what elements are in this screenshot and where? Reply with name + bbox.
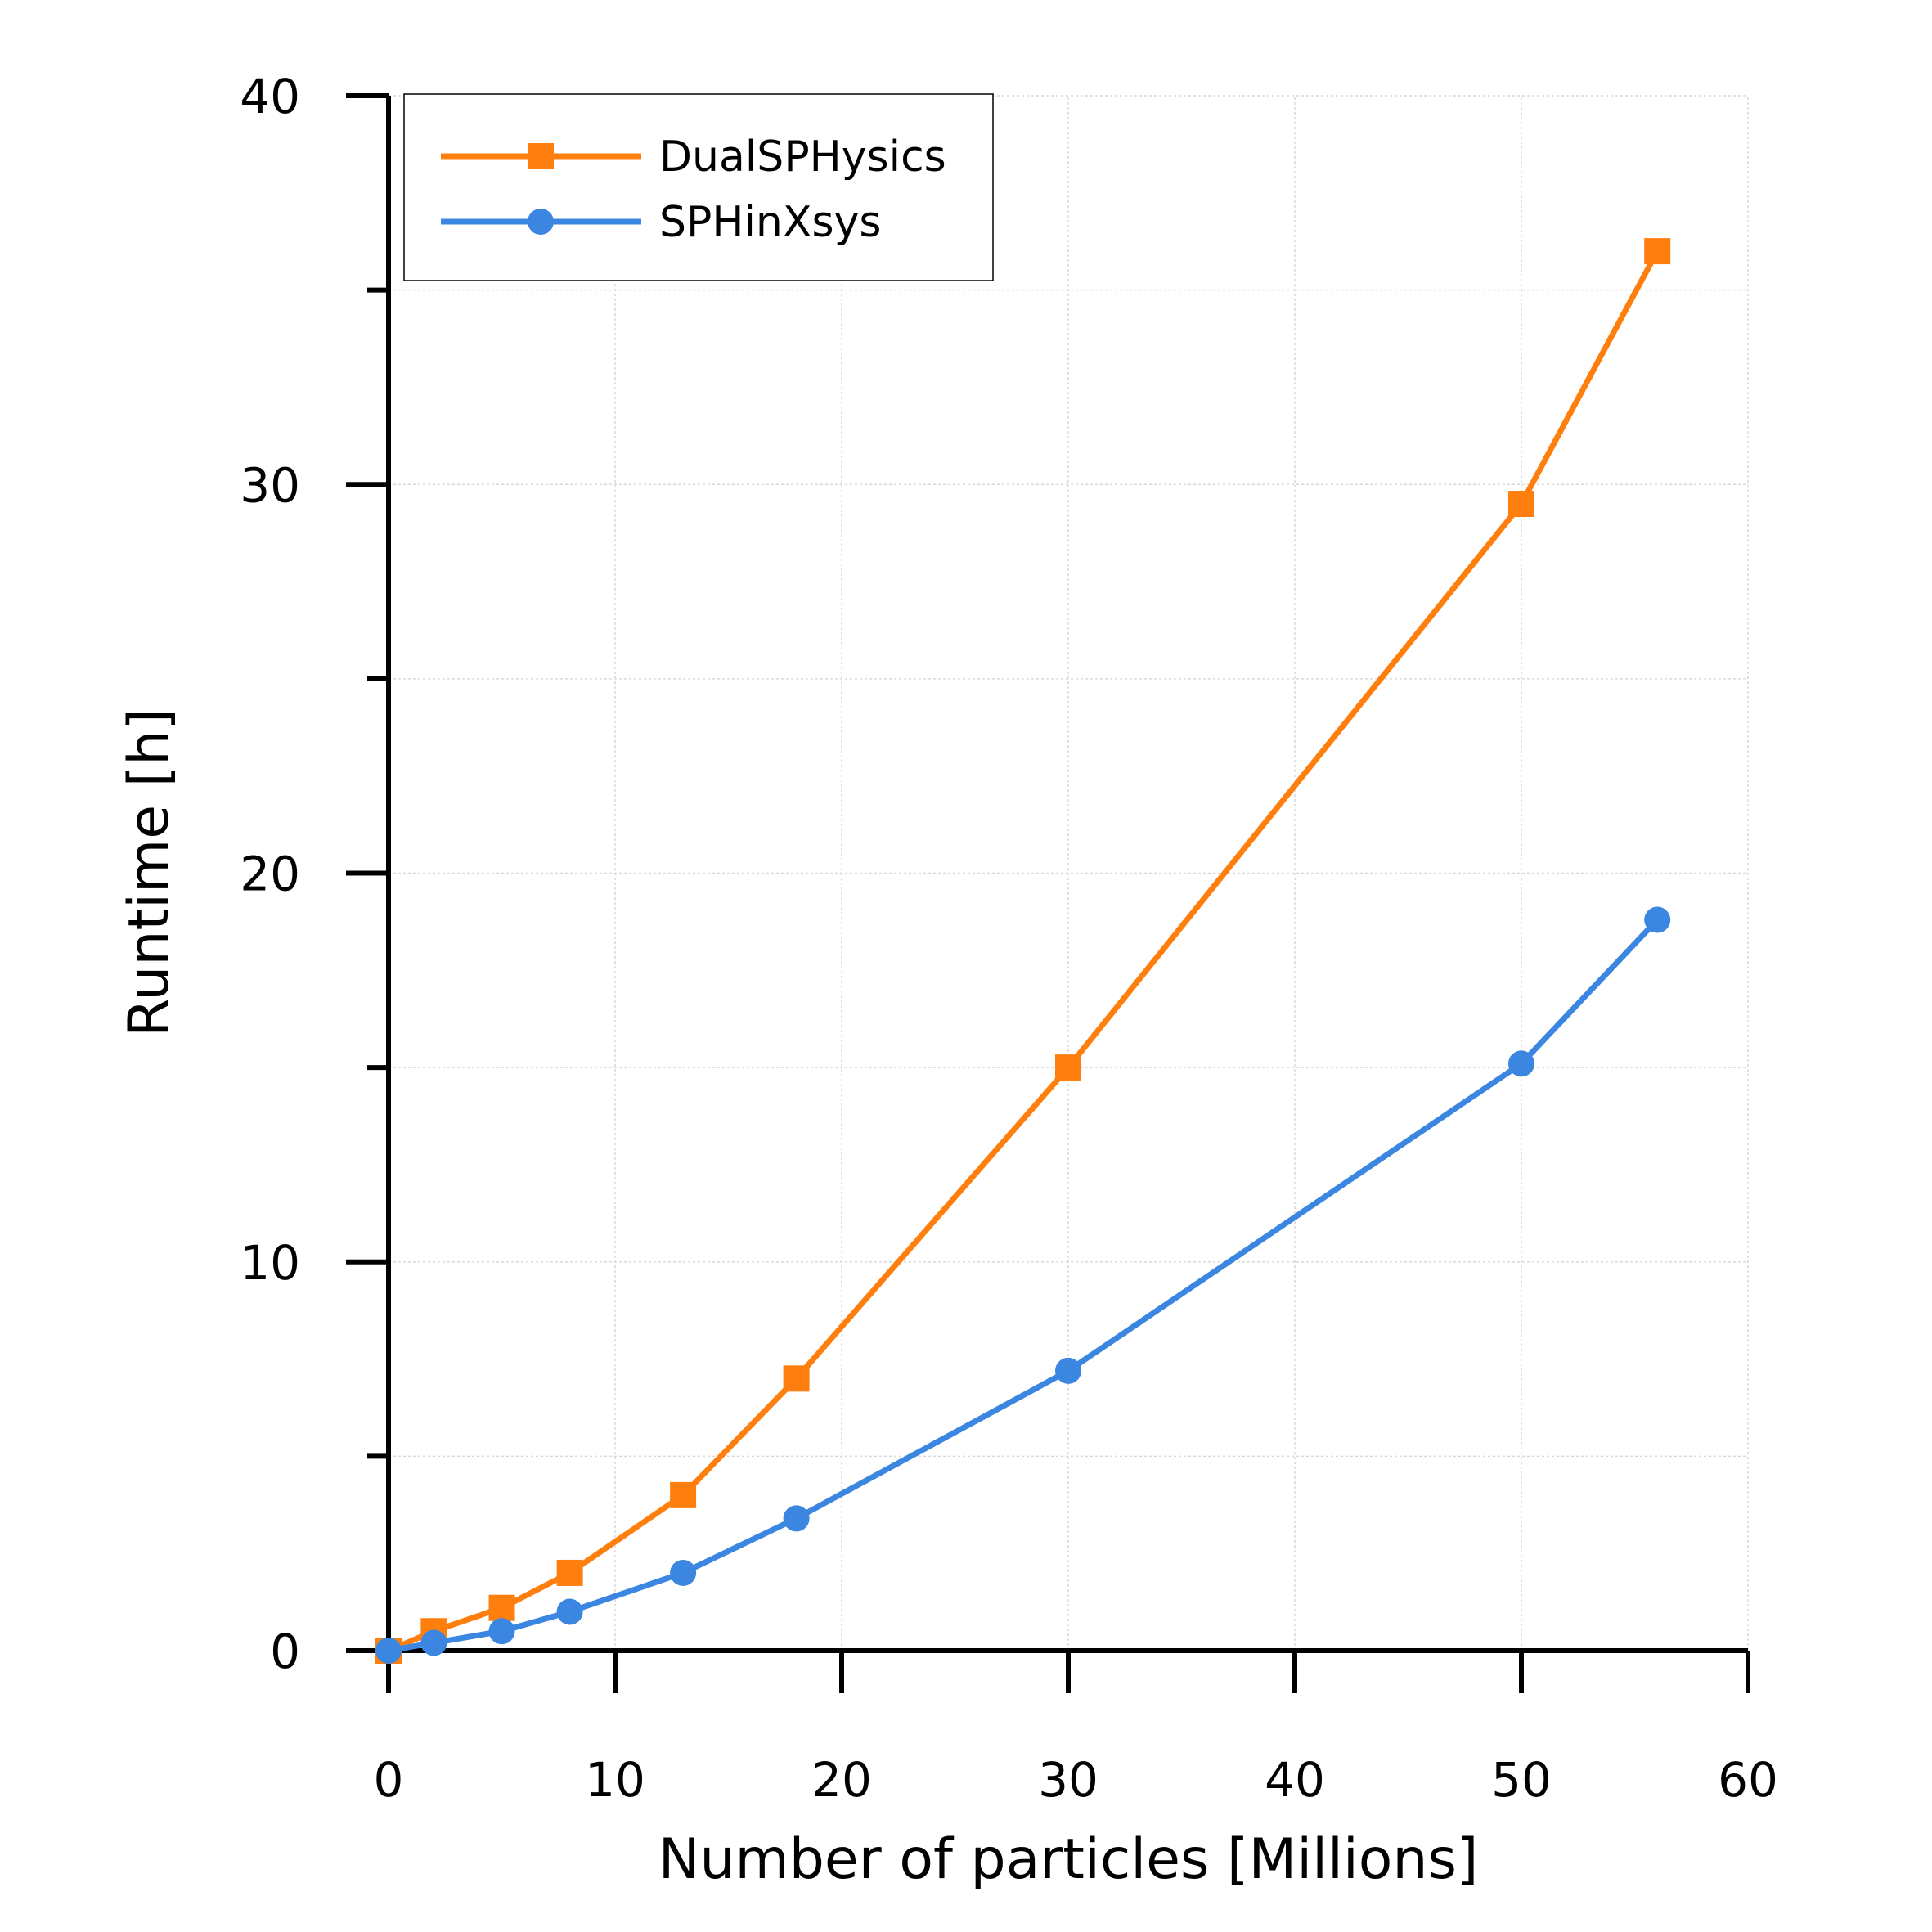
data-point [670, 1481, 697, 1508]
series-dualsphysics [375, 238, 1671, 1664]
legend-entry: DualSPHysics [441, 133, 946, 182]
data-point [375, 1638, 402, 1664]
x-tick-label: 60 [1718, 1752, 1778, 1808]
data-point [488, 1618, 515, 1645]
legend: DualSPHysics SPHinXsys [403, 93, 994, 281]
data-point [1644, 906, 1671, 933]
data-point [1055, 1357, 1081, 1384]
data-point [1508, 491, 1534, 518]
legend-label: SPHinXsys [659, 198, 881, 247]
data-point [488, 1594, 515, 1621]
x-tick-label: 20 [811, 1752, 872, 1808]
data-point [556, 1598, 583, 1625]
y-tick-label: 0 [270, 1624, 300, 1679]
data-point [1644, 238, 1671, 265]
series-sphinxsys [375, 906, 1671, 1664]
data-point [783, 1505, 810, 1532]
data-point [1508, 1050, 1534, 1077]
legend-marker [528, 209, 554, 235]
series-layer [375, 238, 1671, 1664]
x-tick-label: 0 [374, 1752, 404, 1808]
y-tick-label: 10 [240, 1235, 300, 1291]
y-tick-label: 30 [240, 457, 300, 513]
y-tick-label: 20 [240, 847, 300, 902]
x-tick-label: 40 [1265, 1752, 1325, 1808]
axes: 0 10 20 30 40 50 60 0 10 20 30 40 [240, 69, 1778, 1808]
y-tick-label: 40 [240, 69, 300, 124]
series-line [387, 249, 1660, 1654]
data-point [556, 1559, 583, 1586]
legend-label: DualSPHysics [659, 133, 946, 182]
legend-entry: SPHinXsys [441, 198, 881, 247]
legend-marker [528, 143, 554, 169]
x-tick-label: 30 [1038, 1752, 1099, 1808]
series-line [388, 918, 1660, 1654]
data-point [783, 1365, 810, 1392]
grid [389, 95, 1749, 1651]
y-axis-title: Runtime [h] [117, 708, 182, 1037]
x-axis-title: Number of particles [Millions] [658, 1827, 1479, 1892]
legend-box [403, 93, 994, 281]
x-tick-label: 50 [1491, 1752, 1552, 1808]
data-point [1055, 1054, 1081, 1081]
x-tick-label: 10 [585, 1752, 645, 1808]
data-point [420, 1629, 447, 1656]
data-point [670, 1559, 697, 1586]
